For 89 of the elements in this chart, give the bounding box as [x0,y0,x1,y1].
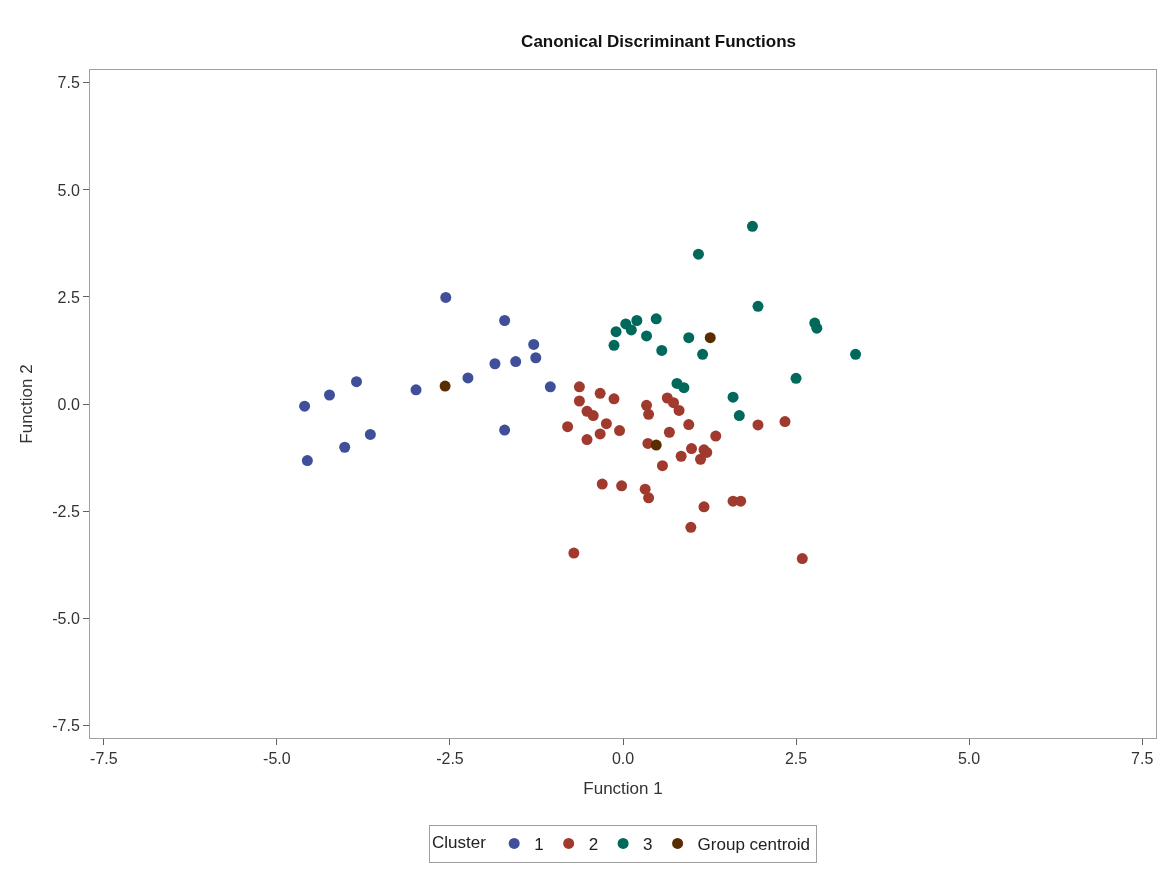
point [528,338,540,350]
legend-label: 3 [643,835,653,855]
point [752,300,764,312]
point [301,455,313,467]
point [710,430,722,442]
point [698,501,710,513]
x-tick-label: 5.0 [957,750,981,768]
point [650,313,662,325]
x-tick-label: -5.0 [263,750,291,768]
point [581,434,593,446]
point [587,410,599,422]
point [499,315,511,326]
point [779,416,791,428]
point [410,384,422,396]
point [697,348,709,360]
y-tick-label: 7.5 [57,74,80,92]
y-tick-label: -5.0 [52,609,80,627]
point [656,344,668,356]
point [796,553,808,565]
y-tick-label: 2.5 [57,288,80,306]
point [641,399,653,411]
point [643,492,655,504]
x-tick-label: -2.5 [436,750,464,768]
x-tick-label: 2.5 [784,750,808,768]
point [641,330,653,342]
point [351,376,362,388]
point [596,478,608,490]
x-tick-label: -7.5 [90,750,118,768]
point [440,291,452,303]
legend-label: 1 [534,835,544,855]
point [299,400,311,412]
point [562,421,574,433]
point [746,220,758,232]
chart-title: Canonical Discriminant Functions [521,32,796,52]
point [608,339,620,351]
point [673,404,685,416]
point [499,424,511,436]
legend-label: Group centroid [697,835,811,855]
point [850,348,862,360]
point [643,408,655,420]
y-tick-label: -7.5 [52,716,80,734]
legend-title: Cluster [432,832,487,852]
point [656,460,668,472]
y-tick-label: -2.5 [52,502,80,520]
legend-label: 2 [588,835,599,855]
point [790,372,802,384]
point [735,495,747,507]
point [594,387,606,399]
point [704,332,716,344]
point [339,441,351,453]
point [683,332,695,344]
point [610,326,622,338]
point [364,428,376,440]
point [678,382,690,394]
point [600,418,612,430]
point [568,547,580,559]
point [544,381,556,393]
point [439,380,451,392]
point [727,391,739,403]
point [573,381,585,393]
x-tick-label: 7.5 [1131,750,1154,768]
point [695,453,707,465]
point [573,395,585,407]
point [489,358,501,370]
x-tick-label: 0.0 [611,750,635,768]
point [594,428,606,440]
y-axis-title: Function 2 [16,364,36,444]
point [683,419,695,431]
point [692,248,704,260]
point [625,324,637,336]
point [650,439,662,451]
point [668,397,680,409]
point [616,480,628,492]
point [733,410,745,422]
point [462,372,474,384]
point [631,315,643,326]
point [324,389,335,401]
point [530,352,542,364]
point [675,450,687,462]
point [510,356,522,368]
x-axis-title: Function 1 [583,778,663,798]
point [686,443,698,455]
point [614,425,626,437]
point [685,521,697,533]
point [663,426,675,438]
point [608,393,620,405]
y-tick-label: 5.0 [57,181,80,199]
y-tick-label: 0.0 [57,395,80,413]
point [752,419,764,431]
